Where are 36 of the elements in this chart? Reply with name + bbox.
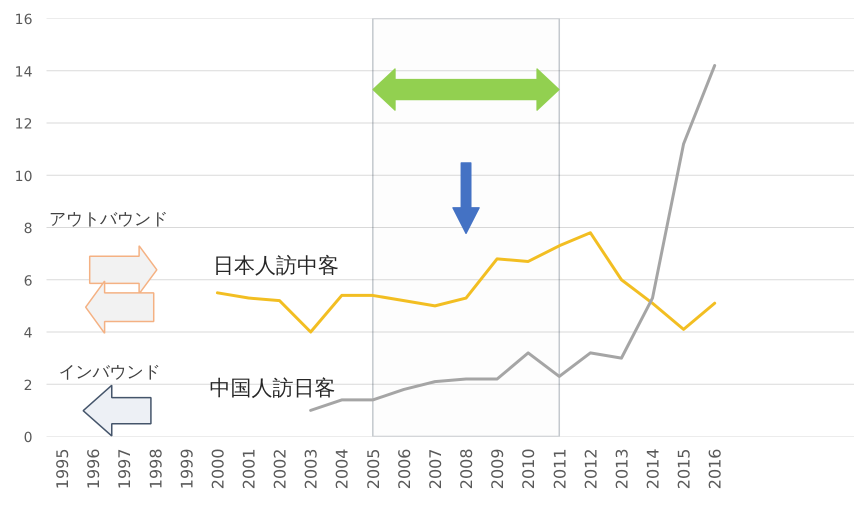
line-series [216,231,716,334]
y-tick-label: 6 [24,273,33,290]
x-tick-label: 2009 [488,448,508,490]
x-tick-label: 2003 [302,448,321,490]
x-tick-label: 1999 [177,448,196,490]
x-tick-label: 1997 [115,448,134,490]
x-tick-label: 2001 [240,448,258,490]
y-tick-label: 16 [14,12,33,28]
x-tick-label: 2005 [364,448,383,490]
x-tick-label: 2002 [270,448,290,490]
x-tick-label: 2013 [612,448,632,490]
y-tick-label: 2 [24,378,33,394]
annotation: インバウンド [58,362,160,382]
x-tick-label: 1995 [53,448,72,490]
x-tick-label: 2012 [581,448,600,490]
annotation: アウトバウンド [48,210,168,230]
x-tick-label: 2004 [332,448,352,490]
y-tick-label: 8 [24,221,33,237]
series-label: 日本人訪中客 [212,253,339,278]
x-tick-label: 1996 [84,448,104,490]
x-tick-label: 2007 [426,448,445,490]
x-tick-label: 2011 [550,448,570,490]
x-tick-label: 2008 [457,448,476,490]
x-tick-label: 2014 [644,448,662,490]
x-tick-label: 2010 [519,448,538,490]
series-label: 中国人訪日客 [210,376,336,400]
x-tick-label: 2006 [394,448,414,490]
x-tick-label: 1998 [146,448,166,490]
x-tick-label: 2015 [674,448,694,490]
y-tick-label: 4 [24,326,33,342]
y-tick-label: 0 [24,430,33,446]
y-tick-label: 12 [14,116,33,132]
x-tick-label: 2000 [208,448,228,490]
x-tick-label: 2016 [706,448,725,490]
y-tick-label: 14 [14,64,33,80]
y-tick-label: 10 [14,168,33,185]
